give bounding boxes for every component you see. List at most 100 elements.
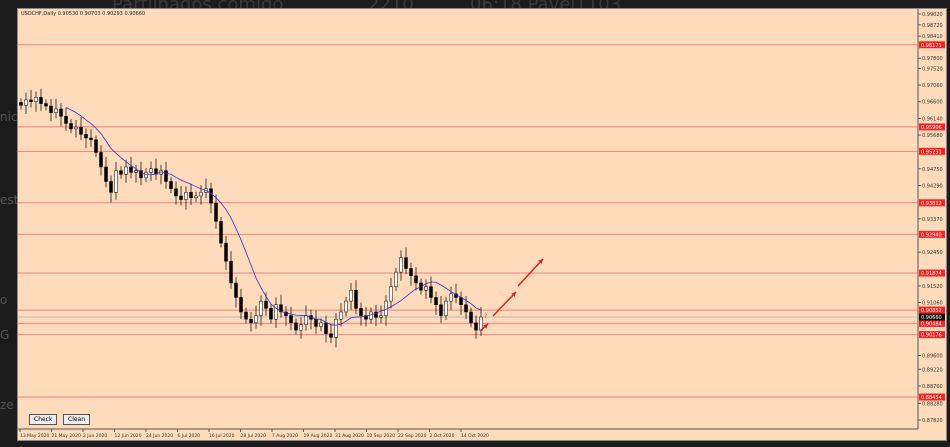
candle xyxy=(54,108,58,113)
candle xyxy=(319,322,323,327)
candle xyxy=(359,308,363,316)
candle xyxy=(44,103,48,107)
y-tick-label: 0.97800 xyxy=(922,56,943,62)
candle xyxy=(164,170,168,182)
candle xyxy=(259,300,263,316)
y-tick-label: 0.91520 xyxy=(922,284,943,290)
candle xyxy=(269,308,273,320)
candle xyxy=(304,315,308,325)
candle xyxy=(84,134,88,139)
price-chart[interactable]: 0.99020 0.98720 0.98410 0.97800 0.97520 0.970… xyxy=(18,9,946,440)
y-tick-label: 0.96600 xyxy=(922,100,943,106)
x-tick-label: 2 Oct 2020 xyxy=(430,433,455,439)
arrow-head-icon xyxy=(511,292,516,297)
y-tick-label: 0.89600 xyxy=(922,353,943,359)
level-label: 0.88454 xyxy=(921,395,942,401)
x-tick-label: 2 Jun 2020 xyxy=(83,433,107,439)
y-tick-label: 0.93370 xyxy=(922,217,943,223)
candle xyxy=(464,304,468,313)
x-tick-label: 19 Aug 2020 xyxy=(304,433,333,439)
x-tick-label: 6 Jul 2020 xyxy=(178,433,201,439)
candle xyxy=(109,181,113,193)
annotation-question: ? xyxy=(484,313,487,320)
level-label: 0.92940 xyxy=(921,232,942,238)
candle xyxy=(254,315,258,324)
side-text: G xyxy=(0,328,10,342)
y-tick-label: 0.92450 xyxy=(922,250,943,256)
x-tick-label: 12 Jun 2020 xyxy=(115,433,142,439)
y-tick-label: 0.91060 xyxy=(922,301,943,307)
moving-average-line xyxy=(65,107,482,326)
candle xyxy=(234,282,238,298)
candle xyxy=(314,318,318,327)
candle xyxy=(399,257,403,273)
candle xyxy=(429,286,433,298)
candle xyxy=(24,99,28,106)
side-text: o xyxy=(0,293,8,307)
candle xyxy=(424,286,428,291)
candle xyxy=(49,105,53,113)
candle xyxy=(414,275,418,284)
y-tick-label: 0.96140 xyxy=(922,116,943,122)
y-tick-label: 0.95680 xyxy=(922,133,943,139)
y-tick-label: 0.97520 xyxy=(922,66,943,72)
forecast-arrow xyxy=(517,258,544,287)
x-tick-label: 22 Sep 2020 xyxy=(398,433,427,439)
side-text: est xyxy=(0,193,19,207)
y-tick-label: 0.94290 xyxy=(922,183,943,189)
y-tick-label: 0.87820 xyxy=(922,418,943,424)
clean-button[interactable]: Clean xyxy=(63,414,91,425)
candle xyxy=(39,97,43,104)
candle xyxy=(349,289,353,302)
candle xyxy=(459,297,463,305)
candle xyxy=(379,315,383,318)
candle xyxy=(174,188,178,197)
x-tick-label: 13 May 2020 xyxy=(20,433,49,439)
candle xyxy=(219,221,223,244)
candle xyxy=(369,311,373,320)
candle xyxy=(354,289,358,309)
candle xyxy=(144,172,148,179)
level-label: 0.95906 xyxy=(921,125,942,131)
candle xyxy=(149,168,153,173)
candle xyxy=(264,300,268,309)
candle xyxy=(229,260,233,284)
candle xyxy=(79,126,83,135)
y-tick-label: 0.97060 xyxy=(922,83,943,89)
candle xyxy=(59,108,63,117)
level-label: 0.93812 xyxy=(921,201,942,207)
current-price-label: 0.90660 xyxy=(921,315,942,321)
candle xyxy=(139,170,143,179)
y-tick-label: 0.98720 xyxy=(922,23,943,29)
candle xyxy=(334,318,338,338)
candle xyxy=(119,170,123,175)
x-tick-label: 24 Jun 2020 xyxy=(146,433,173,439)
level-label: 0.98171 xyxy=(921,43,942,49)
x-tick-label: 21 May 2020 xyxy=(52,433,81,439)
candle xyxy=(474,322,478,331)
check-button[interactable]: Check xyxy=(29,414,58,425)
candle xyxy=(194,195,198,199)
x-tick-label: 14 Oct 2020 xyxy=(461,433,489,439)
chart-window: 0.99020 0.98720 0.98410 0.97800 0.97520 0.970… xyxy=(17,8,947,441)
chart-title: USDCHF,Daily 0.90530 0.90703 0.90293 0.9… xyxy=(21,11,146,17)
candle xyxy=(89,137,93,141)
y-tick-label: 0.88280 xyxy=(922,401,943,407)
side-text: ze xyxy=(0,398,14,412)
level-label: 0.95231 xyxy=(921,149,942,155)
candle xyxy=(179,195,183,200)
level-label-bg xyxy=(919,331,945,339)
candle xyxy=(389,286,393,302)
candle xyxy=(324,322,328,334)
candle xyxy=(239,297,243,313)
level-label-bg xyxy=(919,230,945,238)
candle xyxy=(434,297,438,305)
candle xyxy=(189,192,193,199)
candle xyxy=(479,316,483,331)
level-label-bg xyxy=(919,269,945,277)
candle xyxy=(329,333,333,338)
current-price-bg xyxy=(919,313,945,321)
y-tick-label: 0.94750 xyxy=(922,167,943,173)
side-text: nic xyxy=(0,110,18,124)
candle xyxy=(214,202,218,222)
